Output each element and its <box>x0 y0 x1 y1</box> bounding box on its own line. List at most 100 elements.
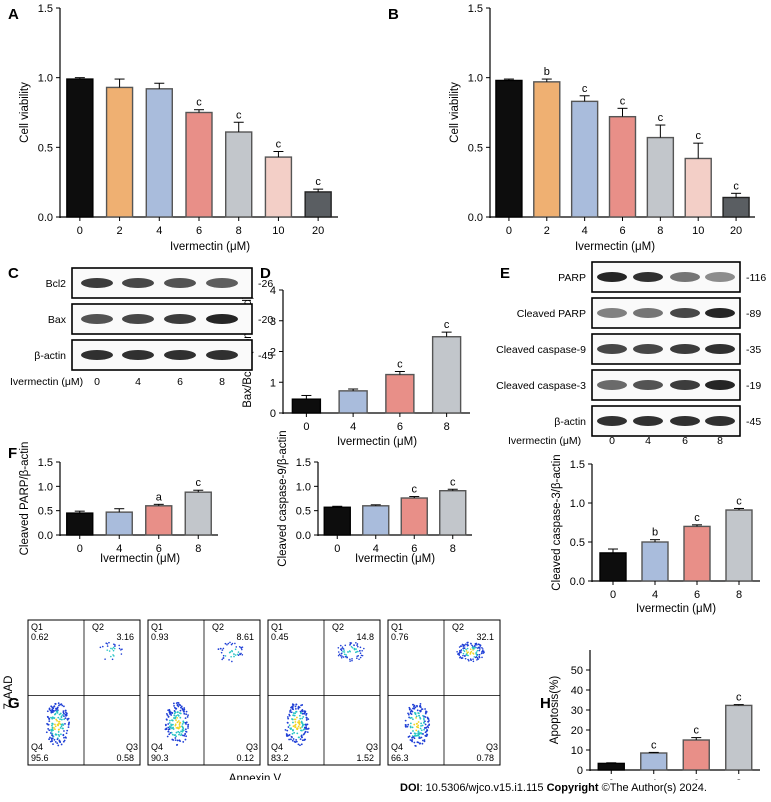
flow-event <box>67 726 70 729</box>
bar <box>684 157 712 218</box>
x-axis-label: Ivermectin (μM) <box>355 553 435 565</box>
flow-event <box>52 729 54 732</box>
flow-event <box>46 715 49 718</box>
quadrant-label: Q1 <box>271 622 283 632</box>
bar <box>608 115 637 218</box>
flow-event <box>342 656 345 658</box>
flow-event <box>291 708 294 710</box>
flow-event <box>106 645 109 647</box>
significance-label: c <box>315 176 321 188</box>
flow-event <box>286 721 289 724</box>
flow-event <box>297 736 300 739</box>
flow-event <box>294 721 297 723</box>
flow-event <box>231 660 233 663</box>
flow-event <box>53 726 55 729</box>
y-tick-label: 40 <box>571 685 583 697</box>
flow-event <box>56 711 59 714</box>
y-tick-label: 1.0 <box>38 481 53 493</box>
flow-event <box>288 714 291 717</box>
flow-event <box>53 705 56 708</box>
flow-event <box>118 647 121 650</box>
flow-event <box>467 641 469 644</box>
flow-event <box>340 649 343 652</box>
flow-event <box>48 708 51 711</box>
flow-event <box>51 723 54 725</box>
flow-event <box>112 649 115 652</box>
flow-event <box>182 721 185 724</box>
flow-event <box>227 642 230 645</box>
quadrant-label: Q2 <box>212 622 224 632</box>
quadrant-label: Q2 <box>452 622 464 632</box>
flow-event <box>226 643 228 646</box>
bar <box>323 506 351 536</box>
quadrant-value: 3.16 <box>116 632 134 642</box>
flow-event <box>300 720 303 723</box>
blot-band <box>705 308 735 318</box>
flow-event <box>473 646 475 649</box>
quadrant-label: Q2 <box>332 622 344 632</box>
flow-event <box>415 716 417 719</box>
flow-event <box>425 733 428 736</box>
x-tick-label: 4 <box>373 543 379 555</box>
flow-event <box>181 707 184 710</box>
flow-event <box>297 725 300 728</box>
flow-event <box>422 721 425 724</box>
flow-event <box>306 731 309 734</box>
blot-band <box>206 350 238 360</box>
flow-event <box>164 728 167 731</box>
flow-event <box>418 733 421 735</box>
flow-event <box>182 741 185 743</box>
flow-event <box>424 711 427 714</box>
y-tick-label: 3 <box>270 316 276 328</box>
flow-event <box>173 704 175 707</box>
flow-event <box>469 651 472 654</box>
x-tick-label: 0 <box>506 225 512 237</box>
flow-event <box>57 733 60 736</box>
quadrant-label: Q3 <box>126 742 138 752</box>
quadrant-label: Q1 <box>31 622 43 632</box>
flow-event <box>180 706 182 709</box>
flow-event <box>340 656 343 659</box>
flow-event <box>337 651 340 653</box>
flow-event <box>457 652 460 655</box>
blot-band <box>670 308 700 318</box>
flow-event <box>466 643 469 646</box>
y-tick-label: 1.5 <box>468 3 483 15</box>
significance-label: c <box>695 130 701 142</box>
blot-band <box>81 314 113 324</box>
flow-event <box>460 649 463 651</box>
x-tick-label: 6 <box>411 543 417 555</box>
flow-event <box>292 712 295 714</box>
flow-event <box>420 725 422 727</box>
flow-event <box>167 730 170 733</box>
flow-event <box>418 737 421 739</box>
flow-event <box>419 702 422 705</box>
panel-label-f: F <box>8 445 17 462</box>
copyright-label: Copyright <box>546 782 599 794</box>
flow-event <box>64 709 67 712</box>
y-tick-label: 1.0 <box>38 73 53 85</box>
blot-band <box>633 308 663 318</box>
blot-band <box>597 272 627 282</box>
flow-event <box>301 736 303 739</box>
flow-event <box>46 710 49 713</box>
flow-event <box>464 657 467 660</box>
flow-event <box>476 659 478 661</box>
flow-event <box>184 738 187 741</box>
blot-band <box>164 278 196 288</box>
flow-event <box>289 727 292 730</box>
bar <box>304 191 332 218</box>
flow-event <box>63 718 66 721</box>
flow-event <box>425 727 427 729</box>
flow-event <box>49 732 52 734</box>
blot-lane-label: 0 <box>609 435 615 447</box>
bar <box>533 81 561 218</box>
flow-event <box>303 739 306 742</box>
flow-event <box>63 736 65 739</box>
flow-event <box>413 737 416 740</box>
flow-event <box>120 653 123 655</box>
flow-event <box>65 732 68 735</box>
flow-event <box>164 724 167 727</box>
